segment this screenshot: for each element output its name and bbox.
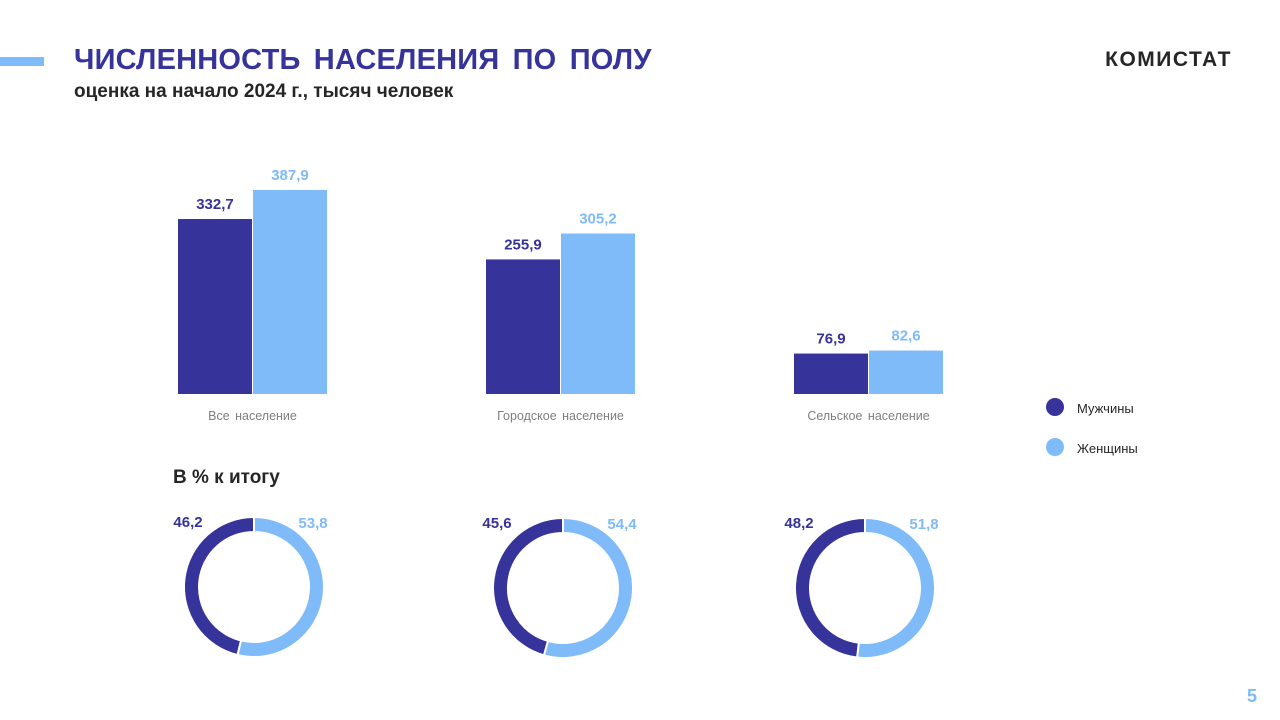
title-accent-bar (0, 57, 44, 66)
category-label-1: Городское население (497, 409, 624, 423)
bar-value-label-women-1: 305,2 (579, 210, 617, 227)
page-subtitle: оценка на начало 2024 г., тысяч человек (74, 81, 454, 102)
donut-label-men-2: 48,2 (784, 515, 813, 532)
page-number: 5 (1246, 686, 1257, 706)
legend-label-men: Мужчины (1077, 401, 1134, 416)
legend-marker-men (1046, 398, 1064, 416)
donut-label-women-1: 54,4 (607, 516, 637, 533)
bar-women-0 (253, 190, 327, 394)
bar-value-label-men-2: 76,9 (816, 331, 845, 348)
legend-label-women: Женщины (1077, 441, 1138, 456)
bar-value-label-men-1: 255,9 (504, 236, 542, 253)
bar-men-0 (178, 219, 252, 394)
donut-slice-women-0 (236, 515, 325, 658)
bar-men-2 (794, 353, 868, 394)
brand-logo: КОМИСТАТ (1105, 48, 1232, 71)
donut-slice-men-1 (492, 516, 564, 657)
pie-section-title: В % к итогу (173, 467, 280, 488)
bar-value-label-women-2: 82,6 (891, 328, 920, 345)
donut-label-women-2: 51,8 (909, 516, 938, 533)
donut-slice-men-0 (183, 515, 255, 657)
bar-women-2 (869, 350, 943, 394)
donut-slice-women-1 (542, 516, 634, 659)
bar-men-1 (486, 259, 560, 394)
donut-label-men-0: 46,2 (173, 514, 202, 531)
donut-slice-men-2 (794, 516, 866, 659)
category-label-0: Все население (208, 409, 297, 423)
donut-label-men-1: 45,6 (482, 515, 511, 532)
donut-label-women-0: 53,8 (298, 515, 327, 532)
category-label-2: Сельское население (807, 409, 929, 423)
bar-value-label-women-0: 387,9 (271, 167, 309, 184)
donut-slice-women-2 (855, 516, 936, 659)
page-title: ЧИСЛЕННОСТЬ НАСЕЛЕНИЯ ПО ПОЛУ (74, 44, 652, 76)
legend-marker-women (1046, 438, 1064, 456)
bar-value-label-men-0: 332,7 (196, 196, 234, 213)
bar-women-1 (561, 233, 635, 394)
